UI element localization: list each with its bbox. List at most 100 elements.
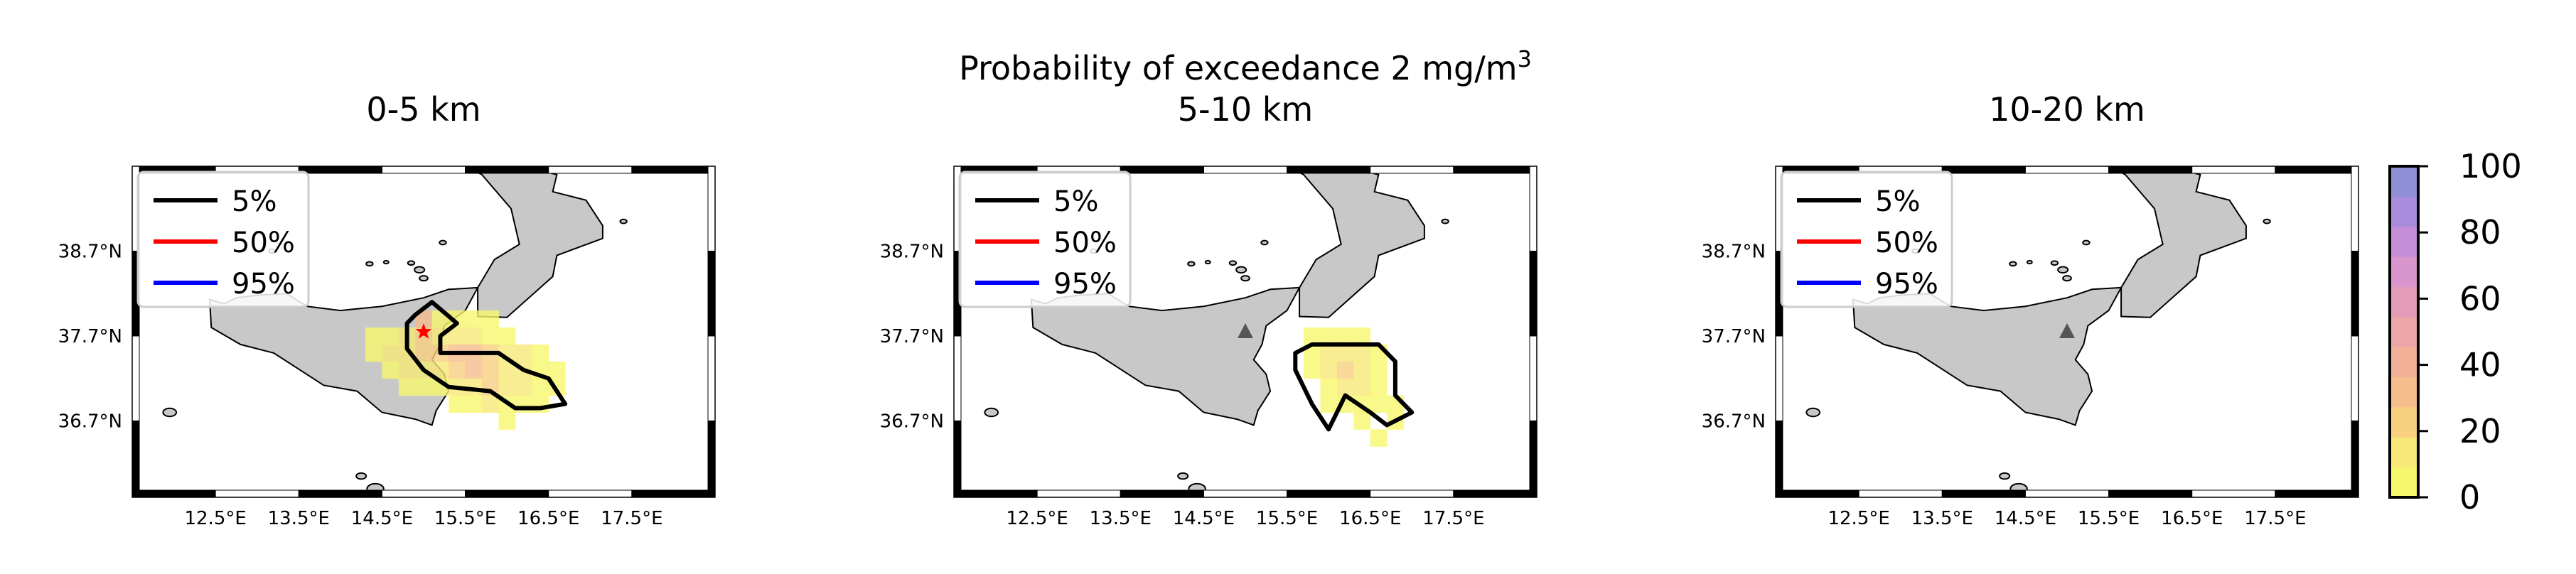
- probability-cell: [415, 344, 433, 362]
- figure-title-superscript: 3: [1518, 45, 1532, 72]
- probability-cell: [498, 378, 516, 396]
- legend: 5% 50% 95%: [958, 170, 1132, 308]
- probability-cell: [515, 344, 532, 362]
- colorbar-segment: [2390, 316, 2418, 347]
- probability-cell: [1336, 378, 1354, 396]
- frame-segment: [381, 489, 466, 498]
- x-tick-label: 17.5°E: [1422, 508, 1484, 529]
- probability-cell: [1370, 361, 1388, 379]
- frame-segment: [953, 489, 1038, 498]
- island: [1177, 472, 1189, 480]
- probability-cell: [482, 395, 499, 413]
- frame-segment: [132, 335, 140, 421]
- colorbar-tick-label: 20: [2459, 412, 2501, 450]
- legend-label: 95%: [1053, 268, 1117, 300]
- y-tick-label: 37.7°N: [58, 326, 122, 347]
- legend: 5% 50% 95%: [1780, 170, 1953, 308]
- frame-segment: [548, 166, 633, 174]
- frame-segment: [1370, 489, 1454, 498]
- x-tick-label: 15.5°E: [1256, 508, 1318, 529]
- colorbar-tick-label: 80: [2459, 213, 2501, 251]
- x-tick-label: 14.5°E: [351, 508, 413, 529]
- probability-cell: [431, 361, 449, 379]
- frame-segment: [2108, 166, 2193, 174]
- frame-segment: [1287, 489, 1371, 498]
- probability-cell: [1336, 327, 1354, 345]
- probability-cell: [1353, 412, 1371, 430]
- frame-segment: [2351, 250, 2359, 337]
- calabria-landmass: [465, 166, 603, 318]
- probability-cell: [498, 412, 516, 430]
- frame-segment: [1775, 335, 1783, 421]
- frame-segment: [298, 489, 382, 498]
- x-tick-label: 16.5°E: [1339, 508, 1401, 529]
- y-tick-label: 38.7°N: [1702, 241, 1766, 262]
- frame-segment: [707, 420, 716, 498]
- probability-cell: [1353, 327, 1371, 345]
- island: [2009, 261, 2017, 267]
- frame-segment: [2351, 335, 2359, 421]
- probability-cell: [449, 310, 466, 328]
- island: [2062, 275, 2072, 282]
- x-tick-label: 13.5°E: [268, 508, 330, 529]
- probability-cell: [1320, 378, 1338, 396]
- x-tick-label: 13.5°E: [1911, 508, 1973, 529]
- probability-cell: [482, 327, 499, 345]
- probability-cell: [498, 327, 516, 345]
- colorbar-segment: [2390, 406, 2418, 438]
- probability-cell: [1304, 361, 1321, 379]
- island: [355, 472, 367, 480]
- colorbar-segment: [2390, 437, 2418, 468]
- legend-label: 95%: [1875, 268, 1938, 300]
- colorbar-segment: [2390, 166, 2418, 197]
- island: [382, 259, 390, 265]
- frame-segment: [1036, 489, 1121, 498]
- frame-segment: [1370, 166, 1454, 174]
- x-tick-label: 14.5°E: [1173, 508, 1235, 529]
- x-tick-label: 17.5°E: [601, 508, 662, 529]
- colorbar-segment: [2390, 467, 2418, 498]
- probability-cell: [1336, 361, 1354, 379]
- x-tick-label: 12.5°E: [1828, 508, 1889, 529]
- probability-cell: [465, 327, 483, 345]
- probability-cell: [365, 327, 382, 345]
- probability-cell: [1353, 344, 1371, 362]
- probability-cell: [398, 378, 416, 396]
- figure-title-main: Probability of exceedance 2 mg/m: [959, 49, 1518, 87]
- y-tick-label: 37.7°N: [880, 326, 944, 347]
- probability-cell: [449, 327, 466, 345]
- frame-segment: [465, 489, 549, 498]
- x-tick-label: 14.5°E: [1995, 508, 2056, 529]
- frame-outline: [1775, 166, 2359, 498]
- legend-box: [958, 170, 1132, 308]
- panel-title: 0-5 km: [366, 90, 481, 129]
- probability-cell: [465, 361, 483, 379]
- probability-cell: [1353, 361, 1371, 379]
- legend-label: 50%: [1053, 227, 1117, 259]
- frame-segment: [2351, 420, 2359, 498]
- island: [1805, 407, 1821, 418]
- probability-cell: [1336, 344, 1354, 362]
- probability-cell: [449, 395, 466, 413]
- frame-segment: [2024, 166, 2110, 174]
- probability-cell: [465, 310, 483, 328]
- legend-label: 5%: [1053, 185, 1098, 218]
- colorbar: 0 20 40 60 80 100: [2388, 147, 2522, 516]
- probability-cell: [1370, 429, 1388, 447]
- frame-segment: [1858, 489, 1943, 498]
- x-tick-label: 16.5°E: [2161, 508, 2223, 529]
- island: [2050, 260, 2059, 266]
- probability-cell: [1370, 378, 1388, 396]
- map-panels: 0-5 km 12.5°E 13.5°E 14.5°E 15.5°E 16.5°E 17.5…: [58, 90, 2359, 529]
- map-panel-3: 10-20 km 12.5°E 13.5°E 14.5°E 15.5°E 16.5°E 17…: [1702, 90, 2359, 529]
- frame-segment: [465, 166, 549, 174]
- frame-segment: [707, 166, 716, 251]
- island: [419, 275, 429, 282]
- legend-box: [136, 170, 310, 308]
- frame-segment: [1529, 250, 1537, 337]
- panel-title: 5-10 km: [1178, 90, 1313, 129]
- frame-outline: [132, 166, 716, 498]
- island: [2082, 239, 2091, 246]
- probability-cell: [415, 378, 433, 396]
